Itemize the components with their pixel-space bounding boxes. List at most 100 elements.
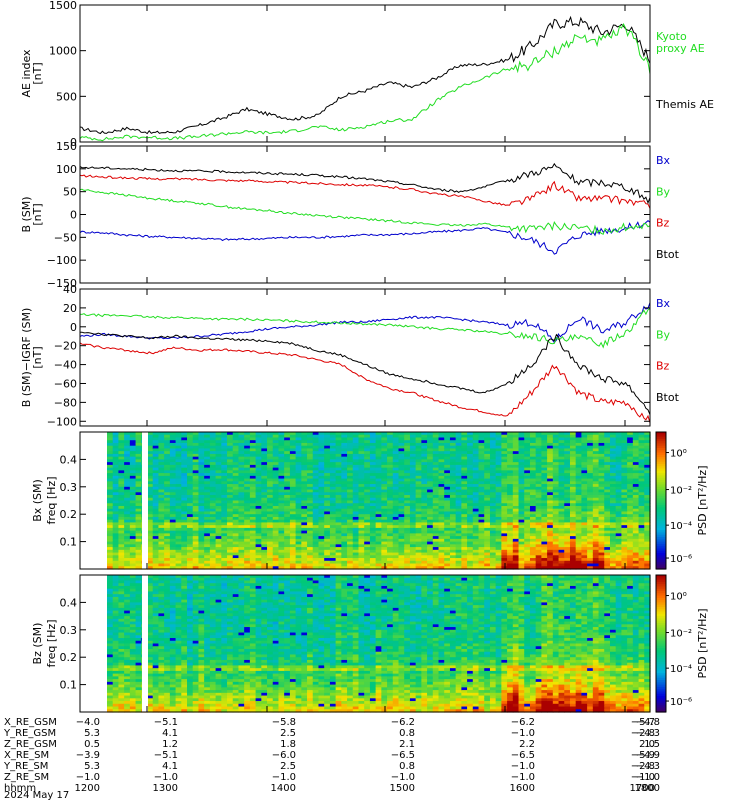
- spectrogram-cell: [158, 462, 165, 466]
- spectrogram-cell: [632, 464, 640, 469]
- spectrogram-cell: [284, 486, 291, 491]
- spectrogram-cell: [609, 478, 617, 482]
- spectrogram-cell: [387, 549, 394, 554]
- spectrogram-cell: [438, 536, 445, 540]
- spectrogram-cell: [507, 459, 514, 463]
- spectrogram-cell: [164, 451, 171, 455]
- spectrogram-cell: [387, 462, 394, 466]
- spectrogram-cell: [404, 478, 411, 482]
- spectrogram-cell: [461, 470, 468, 474]
- spectrogram-cell: [564, 451, 571, 455]
- spectrogram-cell: [409, 538, 417, 543]
- spectrogram-cell: [472, 442, 480, 447]
- spectrogram-cell: [227, 533, 234, 537]
- spectrogram-cell: [598, 555, 605, 559]
- spectrogram-cell: [592, 566, 600, 570]
- spectrogram-cell: [409, 478, 417, 482]
- spectrogram-cell: [627, 481, 634, 485]
- spectrogram-cell: [164, 549, 171, 554]
- spectrogram-cell: [295, 459, 302, 463]
- spectrogram-cell: [352, 462, 360, 466]
- spectrogram-cell: [255, 503, 262, 507]
- spectrogram-cell: [461, 555, 468, 559]
- spectrogram-cell: [232, 555, 240, 559]
- spectrogram-cell: [295, 464, 302, 469]
- spectrogram-cell: [404, 519, 411, 524]
- spectrogram-cell: [147, 467, 154, 471]
- spectrogram-cell: [484, 467, 491, 471]
- spectrogram-cell: [215, 547, 222, 551]
- spectrogram-cell: [375, 432, 382, 436]
- spectrogram-cell: [467, 514, 474, 518]
- spectrogram-cell: [444, 541, 451, 545]
- spectrogram-cell: [615, 445, 623, 450]
- spectrogram-cell: [124, 500, 131, 504]
- spectrogram-cell: [215, 486, 222, 491]
- spectrogram-cell: [632, 434, 640, 439]
- spectrogram-cell: [192, 511, 200, 515]
- spectrogram-cell: [358, 459, 365, 463]
- spectrogram-cell: [147, 560, 154, 565]
- spectrogram-cell: [341, 547, 348, 551]
- spectrogram-cell: [164, 566, 171, 570]
- spectrogram-cell: [427, 456, 434, 460]
- spectrogram-cell: [512, 456, 520, 460]
- spectrogram-cell: [135, 484, 142, 488]
- spectrogram-cell: [632, 442, 640, 447]
- spectrogram-cell: [444, 459, 451, 463]
- spectrogram-cell: [364, 516, 371, 521]
- spectrogram-cell: [209, 442, 217, 447]
- spectrogram-cell: [147, 495, 154, 499]
- spectrogram-cell: [307, 500, 314, 504]
- spectrogram-cell: [375, 470, 382, 474]
- spectrogram-cell: [221, 530, 228, 534]
- spectrogram-cell: [329, 459, 337, 463]
- spectrogram-cell: [541, 481, 548, 485]
- spectrogram-cell: [627, 440, 634, 444]
- spectrogram-cell: [438, 473, 445, 477]
- spectrogram-cell: [118, 484, 125, 488]
- spectrogram-cell: [152, 445, 160, 450]
- spectrogram-cell: [284, 505, 291, 510]
- spectrogram-cell: [129, 547, 137, 551]
- spectrogram-cell: [221, 453, 228, 458]
- spectrogram-cell: [478, 484, 485, 488]
- spectrogram-cell: [347, 514, 354, 518]
- spectrogram-cell: [249, 484, 257, 488]
- spectrogram-cell: [249, 448, 257, 452]
- spectrogram-cell: [232, 552, 240, 556]
- spectrogram-cell: [175, 516, 182, 521]
- spectrogram-cell: [564, 505, 571, 510]
- spectrogram-cell: [249, 492, 257, 496]
- spectrogram-cell: [547, 492, 554, 496]
- spectrogram-cell: [581, 516, 588, 521]
- spectrogram-cell: [261, 456, 268, 460]
- spectrogram-cell: [147, 462, 154, 466]
- spectrogram-cell: [507, 497, 514, 502]
- spectrogram-cell: [627, 522, 634, 526]
- spectrogram-cell: [307, 464, 314, 469]
- spectrogram-cell: [541, 445, 548, 450]
- spectrogram-cell: [261, 508, 268, 513]
- spectrogram-cell: [278, 552, 285, 556]
- spectrogram-cell: [301, 519, 308, 524]
- spectrogram-cell: [644, 533, 651, 537]
- spectrogram-cell: [512, 525, 520, 529]
- spectrogram-cell: [427, 497, 434, 502]
- spectrogram-cell: [478, 544, 485, 548]
- spectrogram-cell: [489, 451, 497, 455]
- spectrogram-cell: [238, 560, 245, 565]
- spectrogram-cell: [358, 437, 365, 441]
- spectrogram-cell: [455, 486, 462, 491]
- spectrogram-cell: [369, 478, 377, 482]
- spectrogram-cell: [215, 566, 222, 570]
- spectrogram-cell: [387, 555, 394, 559]
- spectrogram-cell: [569, 566, 577, 570]
- spectrogram-cell: [427, 500, 434, 504]
- spectrogram-cell: [529, 451, 537, 455]
- spectrogram-cell: [381, 489, 388, 493]
- spectrogram-cell: [495, 538, 502, 543]
- spectrogram-cell: [352, 505, 360, 510]
- spectrogram-cell: [529, 462, 537, 466]
- spectrogram-cell: [512, 530, 520, 534]
